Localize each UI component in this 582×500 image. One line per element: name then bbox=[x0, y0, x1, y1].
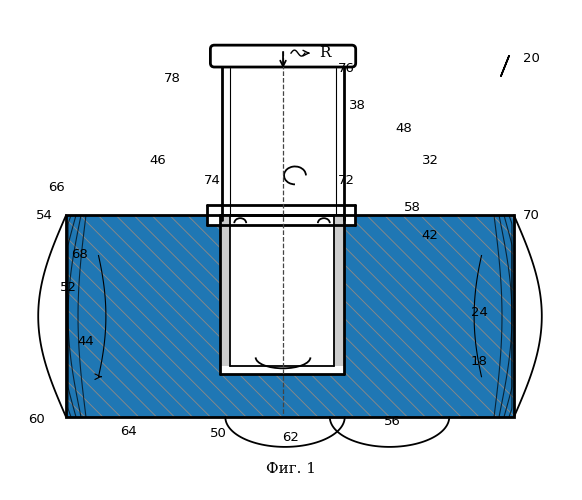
Text: 68: 68 bbox=[71, 248, 88, 262]
Text: 18: 18 bbox=[471, 356, 488, 368]
Text: 70: 70 bbox=[523, 208, 540, 222]
Bar bbox=[221, 215, 344, 374]
Text: 52: 52 bbox=[59, 281, 76, 294]
Text: 60: 60 bbox=[28, 412, 44, 426]
Bar bbox=[222, 63, 344, 220]
Text: 64: 64 bbox=[120, 425, 137, 438]
Text: R: R bbox=[319, 46, 331, 60]
FancyBboxPatch shape bbox=[210, 45, 356, 67]
Text: 78: 78 bbox=[164, 72, 180, 85]
Text: Фиг. 1: Фиг. 1 bbox=[266, 462, 316, 476]
Text: 24: 24 bbox=[471, 306, 488, 318]
Text: 20: 20 bbox=[523, 52, 540, 65]
Text: 32: 32 bbox=[421, 154, 438, 167]
Text: 48: 48 bbox=[396, 122, 412, 134]
Bar bbox=[66, 215, 514, 417]
Bar bbox=[334, 215, 344, 366]
Bar bbox=[207, 205, 354, 225]
Text: 54: 54 bbox=[37, 208, 54, 222]
Text: 42: 42 bbox=[421, 228, 438, 241]
Text: 58: 58 bbox=[404, 201, 421, 214]
Text: 38: 38 bbox=[349, 100, 366, 112]
Text: 56: 56 bbox=[384, 415, 401, 428]
Text: 62: 62 bbox=[283, 432, 299, 444]
Polygon shape bbox=[66, 215, 514, 417]
Text: 46: 46 bbox=[150, 154, 166, 167]
Text: 66: 66 bbox=[48, 182, 65, 194]
Text: 72: 72 bbox=[338, 174, 354, 187]
Bar bbox=[221, 215, 230, 366]
Text: 76: 76 bbox=[338, 62, 354, 75]
Text: 44: 44 bbox=[77, 336, 94, 348]
Text: 74: 74 bbox=[204, 174, 221, 187]
Text: 50: 50 bbox=[210, 428, 227, 440]
